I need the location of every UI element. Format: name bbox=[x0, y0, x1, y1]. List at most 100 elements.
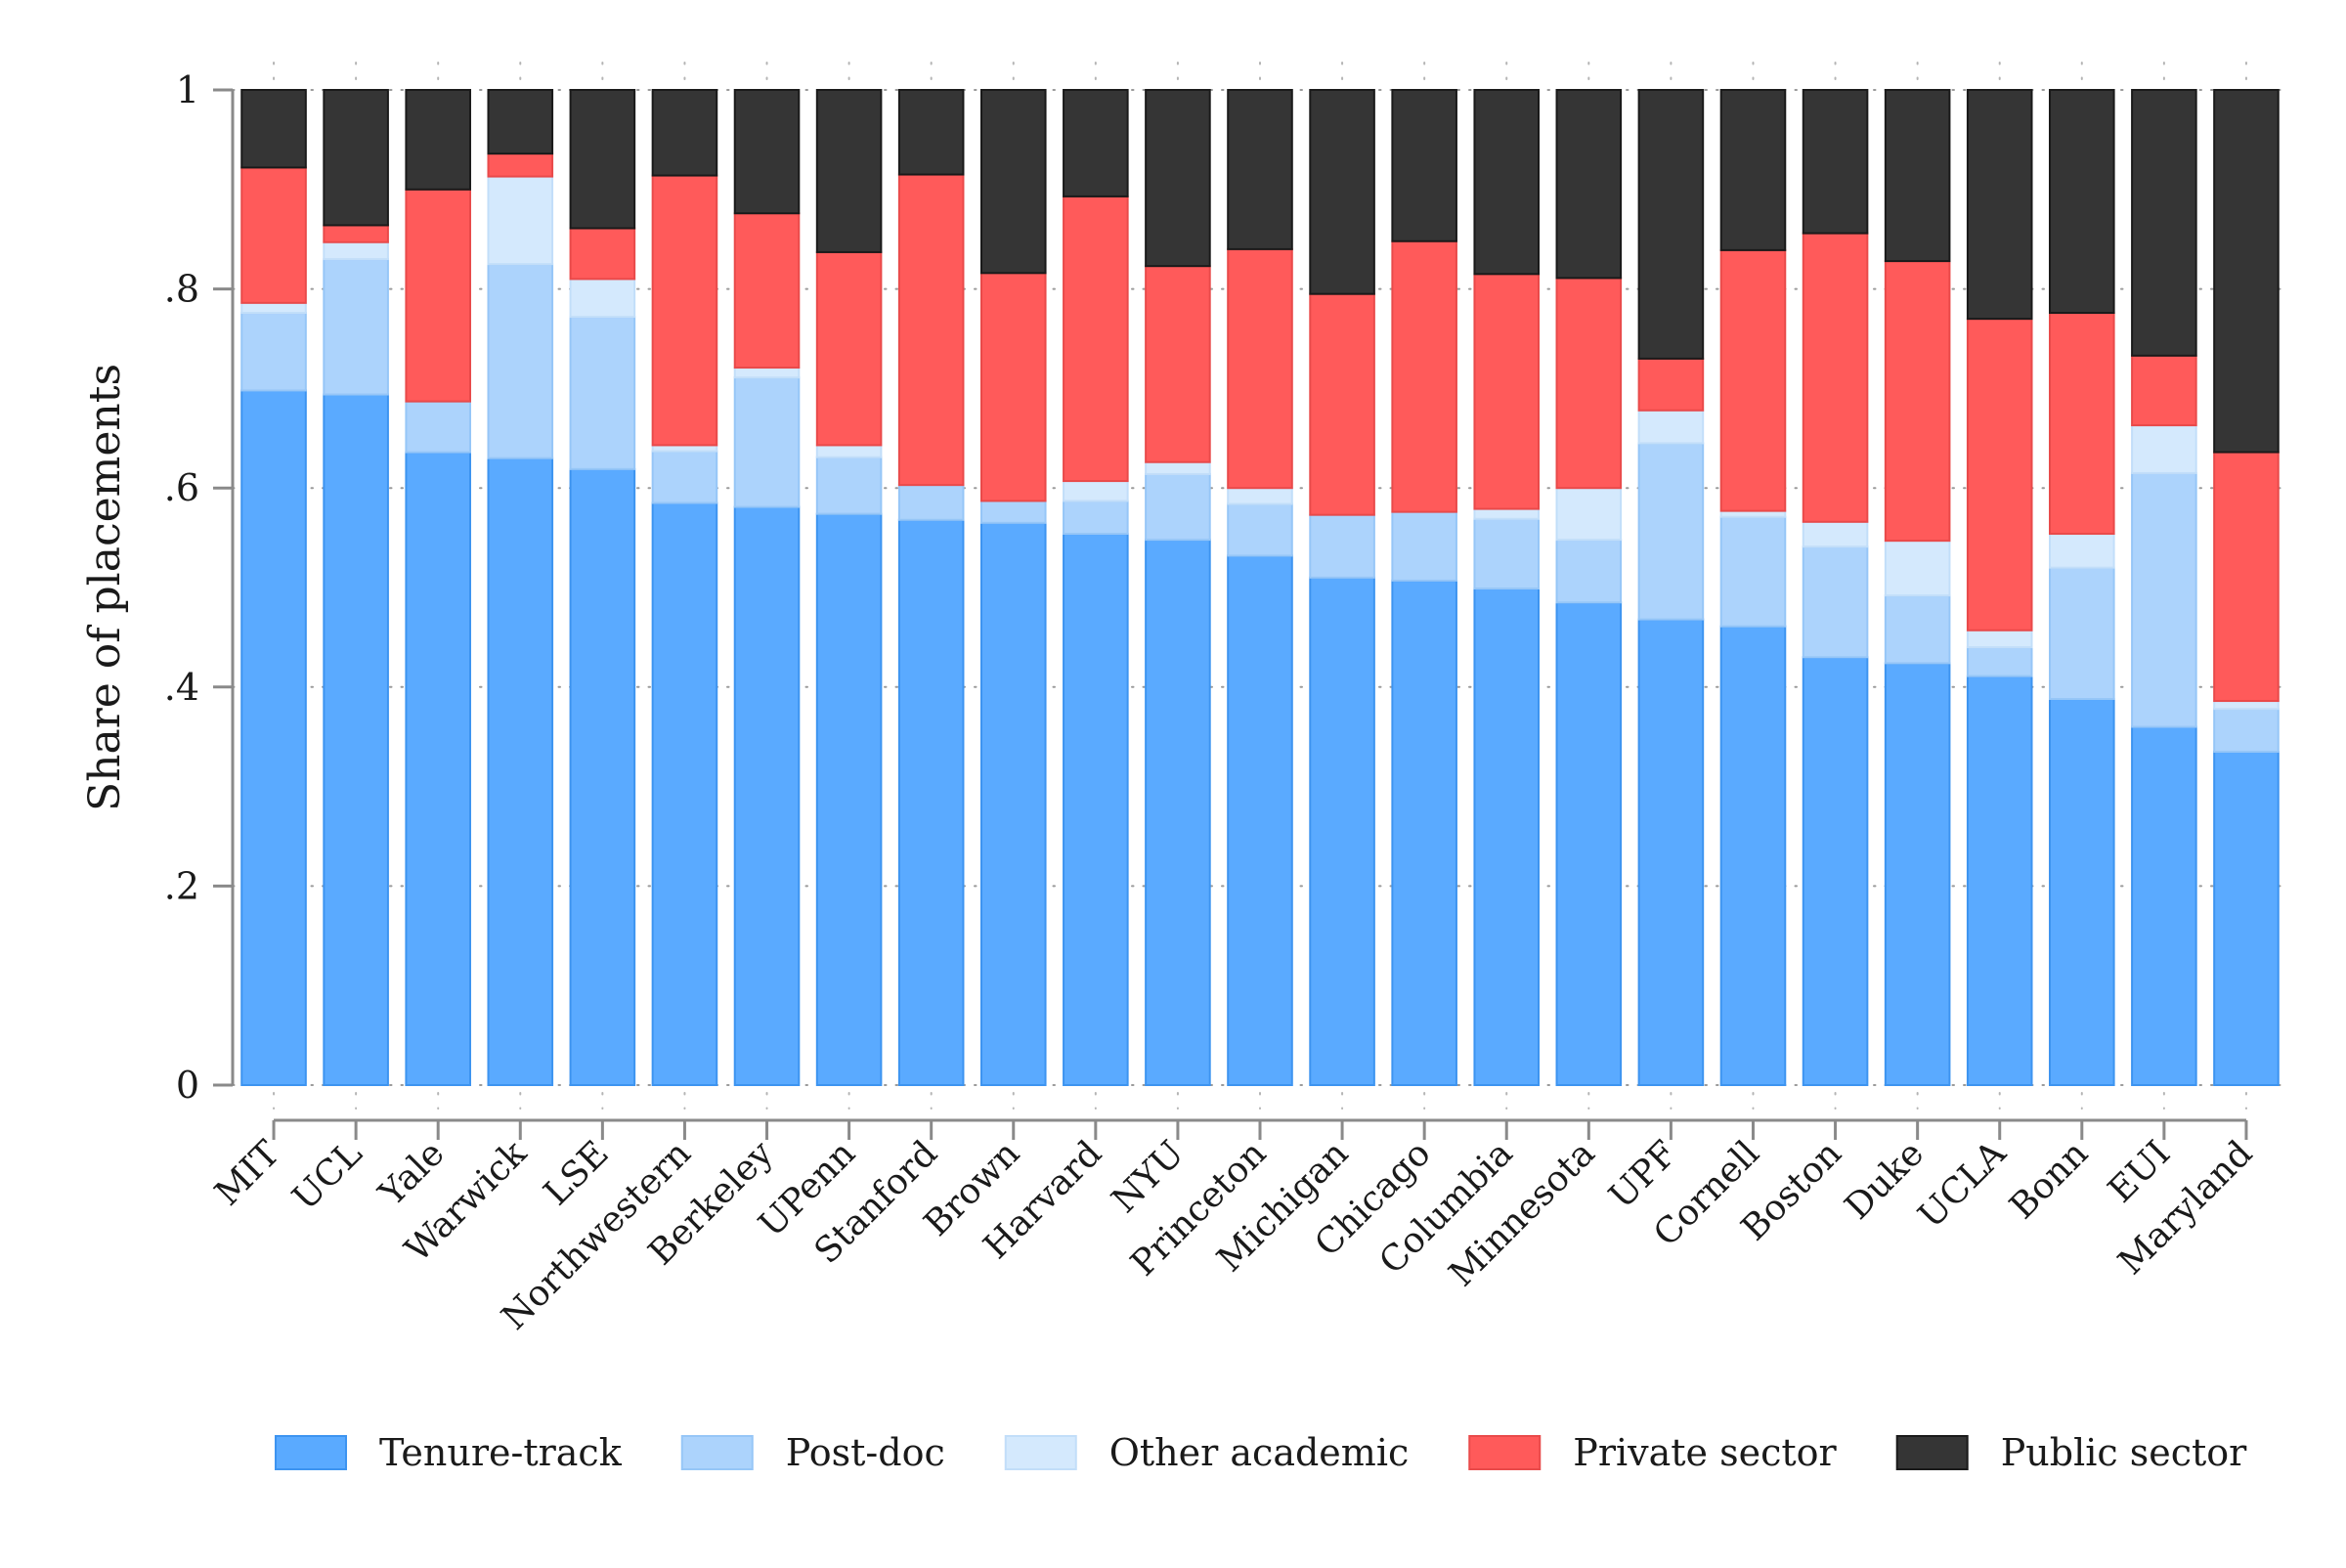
bar-segment-tenure-track bbox=[487, 457, 554, 1087]
bar-segment-post-doc bbox=[1473, 517, 1541, 590]
bar-segment-post-doc bbox=[2131, 471, 2197, 728]
bar-segment-private-sector bbox=[405, 188, 471, 403]
bar-segment-private-sector bbox=[487, 152, 554, 178]
bar-segment-other-academic bbox=[815, 444, 883, 458]
bar-segment-private-sector bbox=[1227, 247, 1293, 490]
bar-segment-other-academic bbox=[569, 278, 636, 319]
x-tick-label: Bonn bbox=[2002, 1133, 2096, 1227]
legend-swatch bbox=[1004, 1435, 1077, 1470]
bar-segment-public-sector bbox=[1719, 89, 1787, 251]
bar-segment-public-sector bbox=[569, 89, 636, 230]
y-tick-label: 0 bbox=[176, 1064, 199, 1107]
bar-segment-other-academic bbox=[1637, 409, 1705, 445]
bar-segment-public-sector bbox=[1063, 89, 1129, 197]
bar-segment-other-academic bbox=[240, 301, 307, 315]
y-tick-label: .4 bbox=[164, 666, 199, 709]
bar-segment-tenure-track bbox=[1719, 625, 1787, 1087]
bar-segment-tenure-track bbox=[733, 505, 801, 1086]
bar-segment-post-doc bbox=[1391, 510, 1457, 582]
bar-segment-post-doc bbox=[1227, 502, 1293, 557]
bar-segment-private-sector bbox=[1145, 265, 1211, 463]
bar-segment-tenure-track bbox=[2131, 725, 2197, 1087]
legend-label: Tenure-track bbox=[379, 1431, 623, 1474]
legend-item: Post-doc bbox=[680, 1431, 945, 1474]
legend-label: Private sector bbox=[1573, 1431, 1837, 1474]
bar-segment-post-doc bbox=[1555, 539, 1623, 604]
y-tick-label: 1 bbox=[176, 68, 199, 111]
legend-label: Other academic bbox=[1109, 1431, 1410, 1474]
bar-segment-other-academic bbox=[1966, 629, 2033, 649]
bar-segment-private-sector bbox=[651, 174, 718, 447]
legend-label: Post-doc bbox=[786, 1431, 945, 1474]
legend-item: Tenure-track bbox=[275, 1431, 623, 1474]
bar-segment-private-sector bbox=[2213, 451, 2280, 703]
bar-segment-private-sector bbox=[323, 224, 389, 243]
bar-segment-private-sector bbox=[240, 166, 307, 304]
bar-segment-public-sector bbox=[323, 89, 389, 227]
bar-segment-other-academic bbox=[733, 367, 801, 379]
bar-segment-public-sector bbox=[1802, 89, 1869, 235]
legend-item: Public sector bbox=[1895, 1431, 2247, 1474]
bar-segment-tenure-track bbox=[569, 467, 636, 1087]
bar-segment-private-sector bbox=[979, 272, 1047, 502]
bar-segment-post-doc bbox=[1719, 515, 1787, 628]
bar-segment-other-academic bbox=[1227, 487, 1293, 505]
bar-segment-private-sector bbox=[815, 250, 883, 447]
bar-segment-private-sector bbox=[1309, 292, 1375, 516]
y-tick-label: .2 bbox=[164, 864, 199, 907]
y-axis-label: Share of placements bbox=[80, 364, 130, 811]
bar-segment-private-sector bbox=[2049, 312, 2115, 536]
bar-segment-post-doc bbox=[240, 312, 307, 392]
bar-segment-tenure-track bbox=[1063, 533, 1129, 1086]
legend: Tenure-track Post-doc Other academic Privat… bbox=[275, 1431, 2247, 1474]
bar-segment-post-doc bbox=[1637, 442, 1705, 621]
bar-segment-post-doc bbox=[487, 263, 554, 459]
bar-segment-private-sector bbox=[2131, 354, 2197, 427]
bar-segment-tenure-track bbox=[2213, 750, 2280, 1086]
bar-segment-post-doc bbox=[979, 500, 1047, 524]
bar-segment-public-sector bbox=[897, 89, 965, 176]
bar-segment-private-sector bbox=[1391, 240, 1457, 513]
bar-segment-public-sector bbox=[2131, 89, 2197, 357]
bar-segment-tenure-track bbox=[1227, 554, 1293, 1086]
legend-swatch bbox=[275, 1435, 347, 1470]
bar-segment-public-sector bbox=[1227, 89, 1293, 250]
legend-label: Public sector bbox=[2001, 1431, 2247, 1474]
x-tick-label: MIT bbox=[207, 1133, 287, 1213]
bar-segment-private-sector bbox=[569, 227, 636, 281]
bar-segment-tenure-track bbox=[651, 501, 718, 1086]
bar-segment-public-sector bbox=[1884, 89, 1951, 263]
bar-segment-post-doc bbox=[1884, 594, 1951, 665]
bar-segment-public-sector bbox=[651, 89, 718, 177]
bar-segment-other-academic bbox=[2213, 700, 2280, 711]
y-tick-label: .6 bbox=[164, 466, 199, 509]
bar-segment-post-doc bbox=[1802, 545, 1869, 659]
bar-segment-tenure-track bbox=[1802, 656, 1869, 1086]
bar-segment-tenure-track bbox=[1473, 588, 1541, 1086]
bar-segment-post-doc bbox=[1966, 646, 2033, 677]
bar-segment-post-doc bbox=[815, 456, 883, 515]
bar-segment-tenure-track bbox=[1555, 601, 1623, 1087]
legend-swatch bbox=[1468, 1435, 1542, 1470]
bar-segment-public-sector bbox=[815, 89, 883, 253]
bar-segment-tenure-track bbox=[1966, 675, 2033, 1086]
bar-segment-tenure-track bbox=[405, 451, 471, 1086]
bar-segment-post-doc bbox=[1309, 513, 1375, 579]
bar-segment-other-academic bbox=[1884, 540, 1951, 597]
bar-segment-post-doc bbox=[733, 376, 801, 508]
bar-segment-private-sector bbox=[897, 173, 965, 487]
bar-segment-public-sector bbox=[1309, 89, 1375, 295]
bar-segment-private-sector bbox=[1884, 260, 1951, 543]
bar-segment-post-doc bbox=[323, 258, 389, 396]
bar-segment-private-sector bbox=[1473, 273, 1541, 510]
bar-segment-tenure-track bbox=[240, 389, 307, 1087]
bar-segment-other-academic bbox=[1473, 507, 1541, 520]
bar-segment-private-sector bbox=[1802, 232, 1869, 523]
bar-segment-public-sector bbox=[405, 89, 471, 191]
bar-segment-other-academic bbox=[2131, 424, 2197, 474]
bar-segment-tenure-track bbox=[1309, 576, 1375, 1086]
bar-segment-public-sector bbox=[487, 89, 554, 155]
bar-segment-post-doc bbox=[2049, 566, 2115, 701]
